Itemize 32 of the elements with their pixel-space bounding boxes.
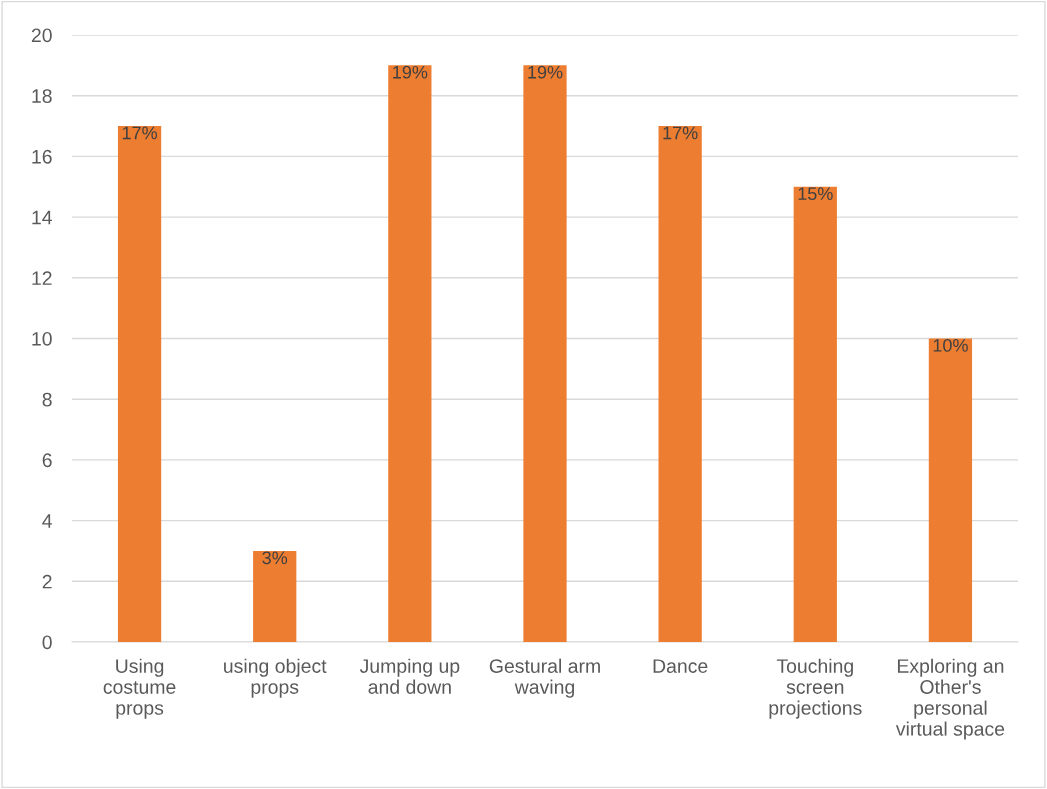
data-label: 19% — [528, 65, 563, 79]
bar — [793, 186, 837, 642]
x-tick-label: Jumping up and down — [359, 658, 460, 694]
data-label: 15% — [798, 187, 833, 201]
y-tick-label: 0 — [42, 635, 52, 650]
data-label: 3% — [262, 551, 288, 565]
x-tick-label: Using costume props — [103, 658, 176, 719]
bar — [388, 65, 432, 642]
y-tick-label: 20 — [31, 28, 52, 43]
y-tick-label: 16 — [32, 149, 52, 164]
y-tick-label: 14 — [32, 210, 52, 225]
x-tick-label: Gestural arm waving — [489, 658, 600, 698]
x-tick-label: Exploring an Other's personal virtual space — [895, 658, 1005, 740]
x-tick-label: using object props — [224, 658, 327, 698]
y-tick-label: 12 — [32, 271, 52, 285]
bar — [928, 338, 973, 642]
x-tick-label: Touching screen projections — [769, 658, 862, 719]
bar — [253, 550, 297, 642]
y-tick-label: 18 — [32, 89, 52, 103]
data-label: 17% — [663, 126, 698, 140]
bar — [117, 126, 162, 642]
bar — [658, 126, 702, 642]
x-tick-label: Dance — [653, 659, 708, 673]
y-tick-label: 10 — [32, 331, 52, 346]
data-label: 17% — [122, 126, 157, 140]
data-label: 10% — [933, 338, 968, 352]
data-label: 19% — [393, 65, 428, 79]
y-tick-label: 4 — [42, 514, 52, 528]
bar — [523, 65, 567, 642]
y-tick-label: 2 — [42, 574, 52, 589]
y-tick-label: 6 — [42, 453, 52, 468]
y-tick-label: 8 — [42, 392, 52, 407]
